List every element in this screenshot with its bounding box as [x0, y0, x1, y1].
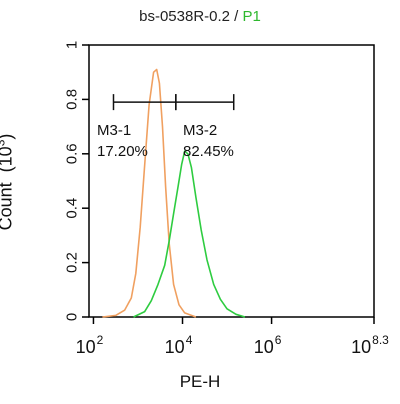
x-tick-label: 102: [76, 333, 104, 357]
chart-title: bs-0538R-0.2 / P1: [0, 8, 400, 25]
plot-frame: [88, 44, 375, 318]
x-axis-label: PE-H: [179, 372, 221, 391]
gate-name: P1: [242, 8, 261, 25]
sample-name: bs-0538R-0.2: [139, 8, 230, 25]
y-tick-label: 0.8: [63, 89, 80, 110]
y-axis: 0 0.2 0.4 0.6 0.8 1: [63, 41, 89, 321]
histogram-series-1: [102, 68, 197, 318]
title-separator: /: [230, 8, 243, 25]
y-tick-label: 0: [63, 313, 80, 321]
x-tick-label: 108.3: [351, 333, 389, 357]
y-tick-label: 0.4: [63, 198, 80, 219]
y-tick-label: 1: [63, 41, 80, 49]
gate-percent-label: 17.20%: [97, 143, 148, 160]
gate-name-label: M3-2: [183, 122, 217, 139]
gate-name-label: M3-1: [97, 122, 131, 139]
x-tick-label: 106: [254, 333, 282, 357]
x-tick-label: 104: [165, 333, 193, 357]
series-layer: [102, 68, 246, 318]
histogram-series-2: [133, 150, 246, 318]
gate-layer: M3-1 17.20% M3-2 82.45%: [97, 94, 235, 160]
y-tick-label: 0.2: [63, 252, 80, 273]
gate-percent-label: 82.45%: [183, 143, 234, 160]
y-tick-label: 0.6: [63, 143, 80, 164]
x-axis: 102 104 106 108.3: [76, 317, 389, 357]
